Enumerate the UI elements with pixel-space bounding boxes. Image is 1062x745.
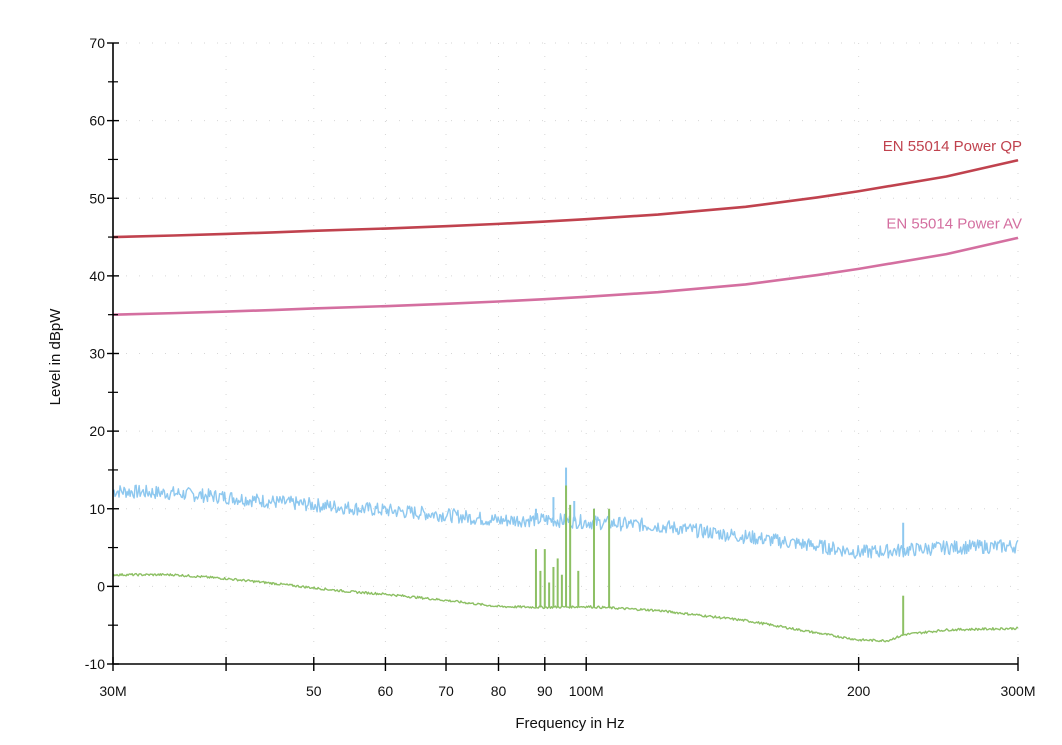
x-axis-title: Frequency in Hz	[515, 715, 624, 732]
y-tick-label: 70	[89, 35, 105, 51]
y-tick-label: 50	[89, 190, 105, 206]
y-tick-label: 20	[89, 423, 105, 439]
labels-layer: EN 55014 Power QP EN 55014 Power AV -10 0 10…	[85, 35, 1036, 699]
y-tick-label: 10	[89, 501, 105, 517]
x-tick-label: 300M	[1000, 683, 1035, 699]
y-tick-label: -10	[85, 656, 105, 672]
x-tick-label: 50	[306, 683, 322, 699]
y-tick-label: 60	[89, 113, 105, 129]
x-tick-label: 200	[847, 683, 871, 699]
series-layer	[112, 158, 1019, 643]
y-tick-label: 0	[97, 578, 105, 594]
series-1-line	[112, 158, 1019, 239]
x-tick-label: 30M	[99, 683, 126, 699]
y-tick-label: 30	[89, 346, 105, 362]
y-axis-title: Level in dBpW	[47, 308, 64, 406]
x-tick-label: 90	[537, 683, 553, 699]
x-tick-label: 70	[438, 683, 454, 699]
axes-layer	[107, 42, 1019, 671]
series-label: EN 55014 Power QP	[883, 138, 1022, 155]
x-tick-label: 80	[491, 683, 507, 699]
series-label: EN 55014 Power AV	[886, 216, 1022, 233]
series-2-line	[112, 236, 1019, 316]
x-tick-label: 100M	[569, 683, 604, 699]
grid-layer	[113, 42, 1019, 664]
y-tick-label: 40	[89, 268, 105, 284]
x-tick-label: 60	[378, 683, 394, 699]
